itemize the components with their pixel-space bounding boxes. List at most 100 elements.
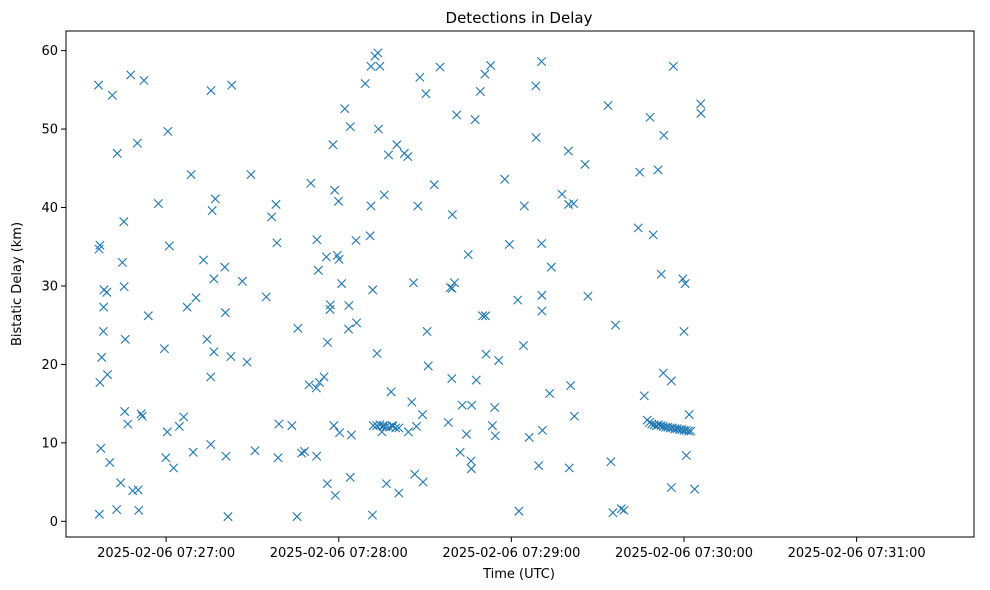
data-point <box>120 334 130 344</box>
data-point <box>132 138 142 148</box>
data-point <box>514 506 524 516</box>
data-point <box>519 201 529 211</box>
data-point <box>633 223 643 233</box>
data-point <box>351 318 362 328</box>
data-point <box>360 78 370 89</box>
data-point <box>481 349 491 359</box>
data-point <box>330 185 340 195</box>
data-point <box>394 488 404 498</box>
data-point <box>457 400 467 410</box>
data-point <box>237 276 247 286</box>
data-point <box>537 425 548 435</box>
data-point <box>379 190 389 200</box>
data-point <box>94 509 104 519</box>
data-point <box>373 124 384 134</box>
data-point <box>299 446 310 457</box>
data-point <box>207 206 217 216</box>
data-point <box>478 311 488 321</box>
data-point <box>490 402 500 413</box>
data-point <box>246 169 256 180</box>
data-point <box>221 451 231 461</box>
data-point <box>346 430 356 440</box>
data-point <box>606 457 616 467</box>
plot-frame <box>65 30 975 538</box>
data-point <box>375 61 385 71</box>
y-tick-label: 30 <box>41 279 58 294</box>
data-point <box>659 130 669 140</box>
data-point <box>102 370 113 380</box>
data-point <box>696 99 706 109</box>
data-point <box>410 469 420 479</box>
data-point <box>321 252 331 262</box>
data-point <box>564 463 574 473</box>
data-point <box>93 80 104 90</box>
data-point <box>209 347 219 357</box>
y-tick-label: 60 <box>41 44 58 59</box>
data-point <box>417 410 428 420</box>
data-point <box>463 249 473 260</box>
y-tick-label: 50 <box>41 123 58 138</box>
data-point <box>179 412 189 422</box>
data-point <box>153 199 163 209</box>
data-point <box>504 239 514 249</box>
data-point <box>569 411 579 421</box>
data-point <box>500 174 510 184</box>
data-point <box>513 295 523 305</box>
data-point <box>678 274 688 284</box>
data-point <box>668 61 678 71</box>
data-point <box>293 323 303 333</box>
data-point <box>394 423 404 433</box>
data-point <box>696 108 706 118</box>
data-point <box>345 122 355 132</box>
data-point <box>312 451 322 461</box>
data-point <box>209 274 219 284</box>
data-point <box>452 110 462 120</box>
data-point <box>267 212 277 222</box>
data-point <box>334 254 344 264</box>
data-point <box>471 375 481 385</box>
data-point <box>680 279 690 289</box>
x-axis-label: Time (UTC) <box>482 567 555 582</box>
data-point <box>531 133 541 143</box>
data-point <box>273 453 283 463</box>
data-point <box>137 411 147 421</box>
data-point <box>408 278 419 288</box>
data-point <box>250 446 260 456</box>
data-point <box>329 421 339 431</box>
data-point <box>524 432 534 442</box>
data-point <box>120 406 130 417</box>
data-point <box>163 126 173 137</box>
data-point <box>461 429 472 439</box>
data-point <box>368 285 378 295</box>
data-point <box>297 448 307 458</box>
data-point <box>686 426 696 436</box>
data-point <box>164 241 174 251</box>
data-point <box>116 478 126 488</box>
data-point <box>466 456 476 466</box>
y-axis: 0 10 20 30 40 50 60 <box>41 44 66 530</box>
data-point <box>304 380 314 390</box>
data-point <box>653 165 663 175</box>
data-point <box>366 61 376 71</box>
data-point <box>563 146 573 156</box>
data-point <box>311 383 321 393</box>
data-point <box>490 431 500 441</box>
data-point <box>372 348 382 359</box>
data-point <box>534 461 544 471</box>
data-point <box>97 352 107 362</box>
y-tick-label: 0 <box>50 515 58 530</box>
data-point <box>531 81 541 91</box>
data-point <box>226 351 236 362</box>
data-point <box>684 426 694 436</box>
data-point <box>635 167 645 177</box>
y-axis-label: Bistatic Delay (km) <box>10 222 25 346</box>
data-point <box>679 326 689 337</box>
data-point <box>102 287 112 297</box>
data-point <box>242 357 252 367</box>
data-point <box>94 244 104 254</box>
data-point <box>105 457 115 468</box>
data-point <box>112 504 122 515</box>
data-point <box>188 447 198 457</box>
data-point <box>494 355 504 366</box>
data-point <box>162 427 172 437</box>
